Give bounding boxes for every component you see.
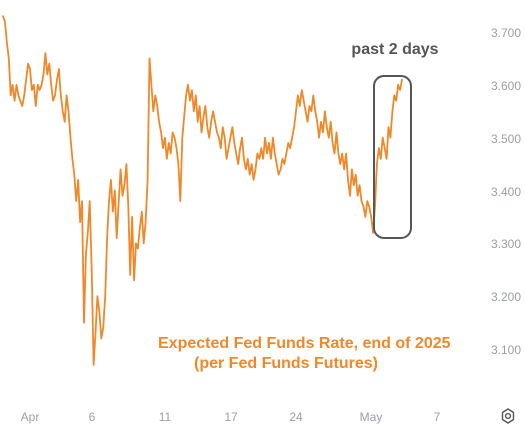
gear-icon [501,408,515,424]
x-tick-label: 7 [434,410,441,424]
y-tick-label: 3.500 [491,132,521,146]
y-axis: 3.700 3.600 3.500 3.400 3.300 3.200 3.10… [491,26,521,357]
y-tick-label: 3.100 [491,343,521,357]
x-tick-label: 6 [89,410,96,424]
x-tick-label: May [360,410,383,424]
rate-series-line [2,15,403,366]
y-tick-label: 3.400 [491,185,521,199]
past-2-days-annotation: past 2 days [351,41,438,58]
y-tick-label: 3.200 [491,290,521,304]
past-2-days-highlight-box [373,75,412,239]
chart-caption-line-2: (per Fed Funds Futures) [194,355,378,372]
y-tick-label: 3.600 [491,79,521,93]
chart-caption-line-1: Expected Fed Funds Rate, end of 2025 [158,335,451,352]
x-tick-label: 24 [289,410,303,424]
x-tick-label: 17 [224,410,238,424]
x-tick-label: 11 [159,410,172,424]
y-tick-label: 3.300 [491,237,521,251]
y-tick-label: 3.700 [491,26,521,40]
chart-settings-button[interactable] [497,405,519,427]
x-tick-label: Apr [21,410,40,424]
x-axis: Apr 6 11 17 24 May 7 [21,410,441,424]
